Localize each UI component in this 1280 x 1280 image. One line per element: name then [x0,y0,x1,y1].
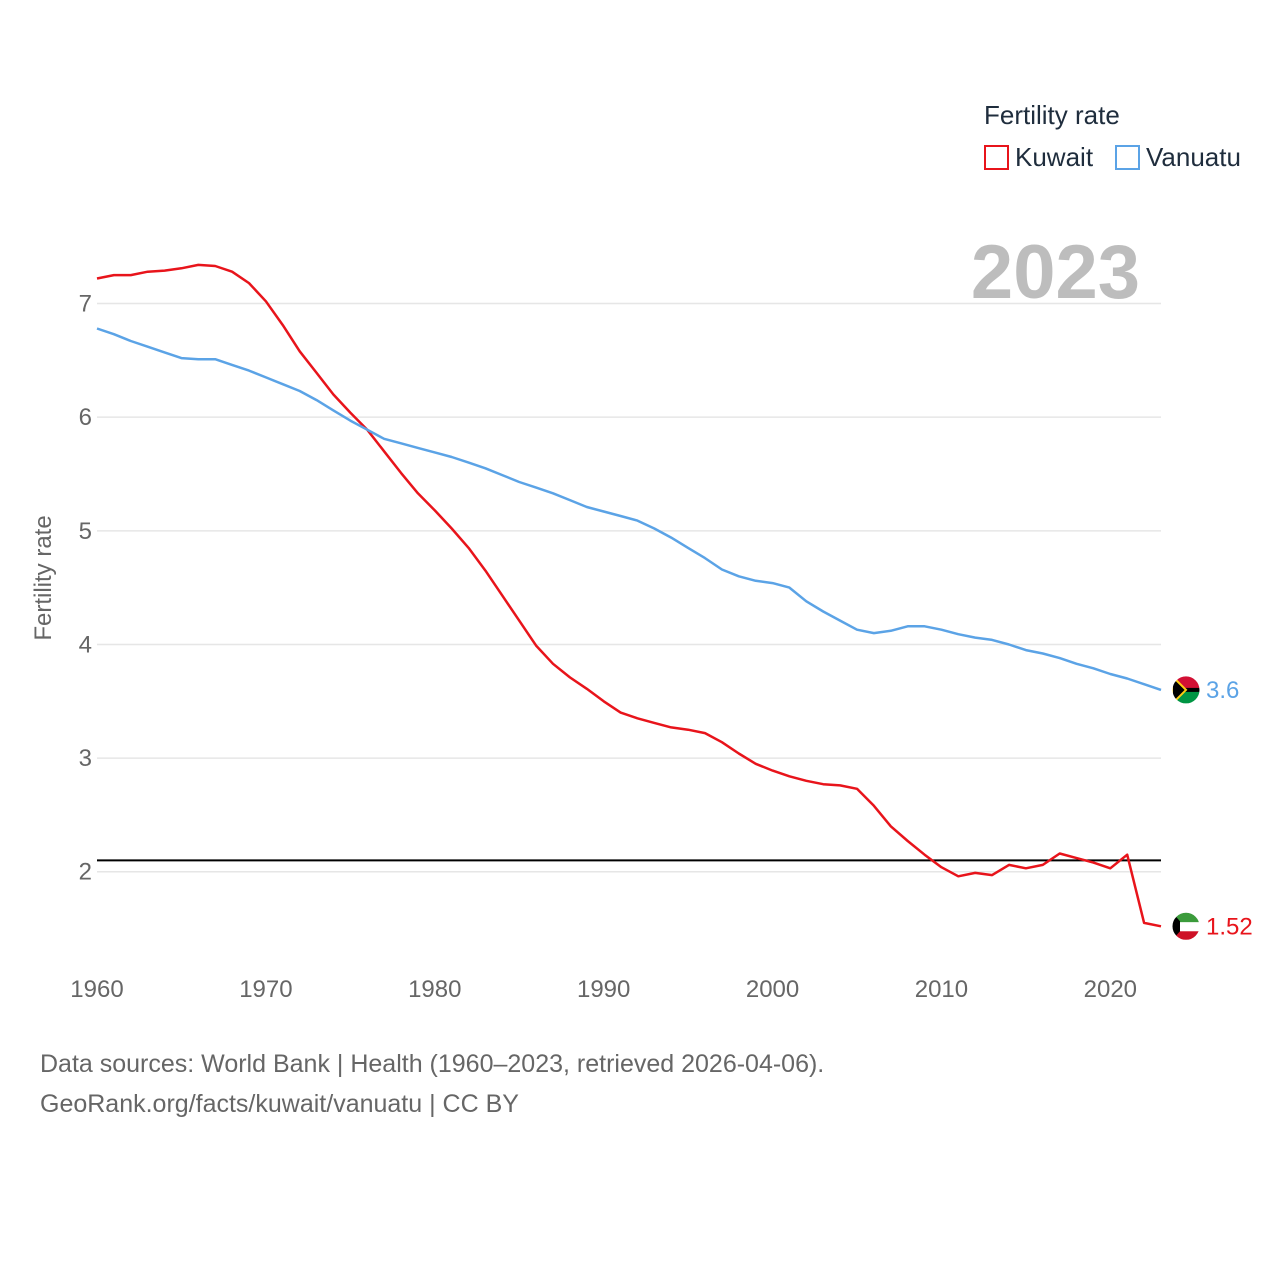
legend-title: Fertility rate [984,100,1120,130]
y-tick-label: 3 [79,745,92,772]
y-tick-label: 2 [79,859,92,886]
flag-icon-kuwait [1171,911,1201,941]
legend-swatch-vanuatu[interactable] [1115,145,1140,170]
flag-icon-vanuatu [1171,675,1201,705]
attribution-link[interactable]: GeoRank.org/facts/kuwait/vanuatu | CC BY [40,1090,519,1118]
legend-label-vanuatu[interactable]: Vanuatu [1146,142,1241,172]
end-markers: 1.52 3.6 [1171,675,1253,941]
y-tick-label: 7 [79,291,92,318]
x-tick-label: 2010 [915,976,968,1003]
x-axis-ticks: 1960 1970 1980 1990 2000 2010 2020 [70,976,1137,1003]
end-label-kuwait: 1.52 [1206,913,1253,940]
y-axis-ticks: 2 3 4 5 6 7 [79,291,92,886]
legend-swatch-kuwait[interactable] [984,145,1009,170]
y-tick-label: 5 [79,518,92,545]
year-watermark: 2023 [971,230,1140,315]
y-axis-label: Fertility rate [30,515,57,640]
x-tick-label: 1970 [239,976,292,1003]
y-tick-label: 4 [79,631,92,658]
series-line-vanuatu[interactable] [96,327,1162,692]
legend: Fertility rate Kuwait Vanuatu [984,100,1241,172]
x-tick-label: 1980 [408,976,461,1003]
x-tick-label: 1990 [577,976,630,1003]
x-tick-label: 2020 [1084,976,1137,1003]
x-tick-label: 2000 [746,976,799,1003]
source-footer: Data sources: World Bank | Health (1960–… [40,1044,824,1124]
legend-label-kuwait[interactable]: Kuwait [1015,142,1094,172]
series-lines [96,263,1162,928]
source-line: Data sources: World Bank | Health (1960–… [40,1050,825,1078]
grid-lines [97,302,1161,873]
y-tick-label: 6 [79,404,92,431]
x-tick-label: 1960 [70,976,123,1003]
series-line-kuwait[interactable] [96,263,1162,928]
fertility-rate-chart: 2 3 4 5 6 7 1960 1970 1980 1990 2000 2010 2020 Fert… [30,100,1253,1003]
end-label-vanuatu: 3.6 [1206,677,1239,704]
